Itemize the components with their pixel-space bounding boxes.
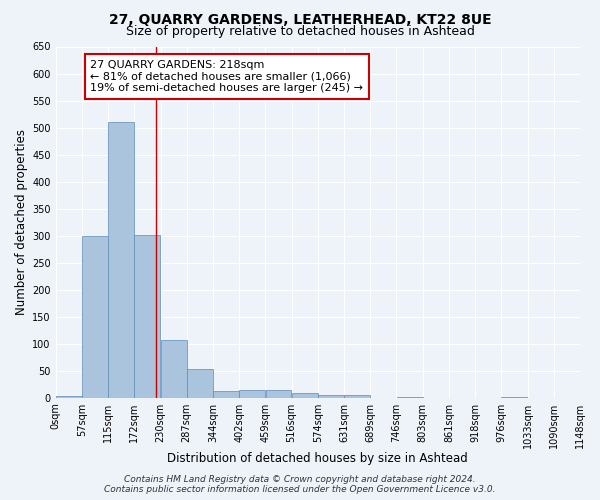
Bar	[239, 390, 265, 398]
Text: Contains HM Land Registry data © Crown copyright and database right 2024.
Contai: Contains HM Land Registry data © Crown c…	[104, 474, 496, 494]
Y-axis label: Number of detached properties: Number of detached properties	[15, 129, 28, 315]
Text: 27 QUARRY GARDENS: 218sqm
← 81% of detached houses are smaller (1,066)
19% of se: 27 QUARRY GARDENS: 218sqm ← 81% of detac…	[90, 60, 363, 93]
Bar	[134, 234, 160, 398]
Text: Size of property relative to detached houses in Ashtead: Size of property relative to detached ho…	[125, 25, 475, 38]
Bar	[56, 396, 82, 398]
Bar	[344, 395, 370, 398]
Bar	[292, 393, 317, 398]
Bar	[213, 390, 239, 398]
Bar	[82, 236, 108, 398]
Bar	[108, 122, 134, 398]
Bar	[161, 340, 187, 398]
Bar	[580, 396, 600, 398]
Bar	[397, 396, 422, 398]
Bar	[502, 396, 527, 398]
Bar	[318, 395, 344, 398]
X-axis label: Distribution of detached houses by size in Ashtead: Distribution of detached houses by size …	[167, 452, 468, 465]
Bar	[187, 369, 213, 398]
Bar	[266, 390, 292, 398]
Text: 27, QUARRY GARDENS, LEATHERHEAD, KT22 8UE: 27, QUARRY GARDENS, LEATHERHEAD, KT22 8U…	[109, 12, 491, 26]
